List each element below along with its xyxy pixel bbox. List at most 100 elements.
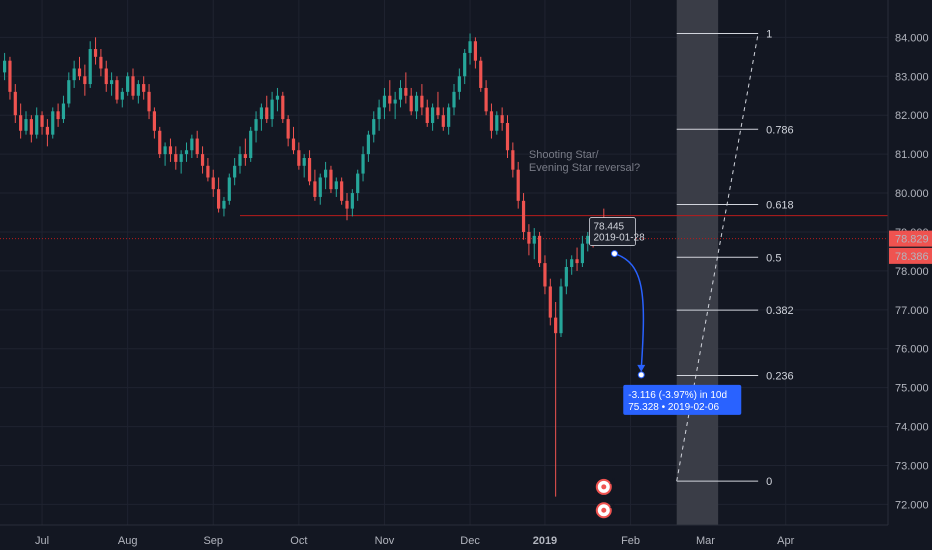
candle-body: [463, 52, 467, 77]
projection-start-point[interactable]: [611, 250, 618, 258]
price-tick-label: 73.000: [895, 461, 929, 473]
candle-body: [51, 111, 55, 135]
candle-body: [414, 95, 419, 112]
second-price-marker: [889, 247, 932, 264]
candle-body: [570, 259, 574, 267]
candle-body: [329, 169, 333, 190]
candle-body: [243, 154, 247, 159]
candle-body: [142, 84, 146, 92]
candle-body: [222, 200, 226, 209]
pattern-annotation[interactable]: Shooting Star/ Evening Star reversal?: [529, 149, 640, 174]
event-badge-dot: [601, 507, 607, 513]
candle-body: [554, 317, 558, 334]
candle-body: [29, 119, 33, 135]
event-badges[interactable]: 43: [595, 477, 616, 519]
time-tick-label: Mar: [696, 535, 715, 547]
candle-body: [93, 49, 98, 57]
candle-body: [120, 91, 124, 100]
candle-body: [99, 56, 103, 69]
candle-body: [88, 49, 92, 85]
fib-level-label: 0: [766, 476, 772, 488]
projection-arrowhead: [637, 364, 646, 372]
fib-retracement[interactable]: 1 0.786 0.618 0.5 0.382 0.236 0: [676, 0, 794, 525]
candle-body: [302, 158, 306, 166]
candle-body: [19, 115, 23, 131]
projection-start-price: 78.445: [594, 222, 625, 233]
time-tick-label: Dec: [460, 535, 480, 547]
candle-body: [24, 119, 28, 131]
candle-body: [521, 200, 526, 232]
candle-body: [307, 158, 312, 182]
candle-body: [227, 177, 231, 201]
candle-body: [211, 177, 215, 190]
candle-body: [163, 146, 167, 155]
candle-body: [382, 95, 387, 108]
candle-body: [372, 119, 376, 135]
candle-body: [532, 235, 536, 244]
candle-body: [431, 107, 435, 123]
candle-body: [361, 154, 365, 174]
candle-body: [366, 134, 370, 155]
price-tick-label: 76.000: [895, 344, 929, 356]
candle-body: [420, 95, 424, 108]
candle-body: [575, 259, 579, 264]
fib-level-label: 0.618: [766, 199, 794, 211]
resistance-level[interactable]: [0, 215, 888, 240]
candle-body: [377, 107, 381, 120]
candle-body: [291, 138, 296, 151]
candle-body: [67, 80, 71, 104]
second-price-label: 78.386: [895, 251, 929, 263]
projection-end-point[interactable]: [637, 371, 645, 379]
candle-body: [527, 231, 531, 244]
projection-start-date: 2019-01-28: [594, 233, 646, 244]
candle-body: [511, 150, 515, 170]
time-axis[interactable]: Jul Aug Sep Oct Nov Dec 2019 Feb Mar Apr: [0, 524, 888, 547]
candle-body: [104, 68, 108, 85]
price-tick-label: 78.000: [895, 266, 929, 278]
time-tick-label: Oct: [290, 535, 307, 547]
candle-body: [473, 41, 477, 61]
candle-body: [110, 80, 114, 85]
candle-body: [457, 76, 461, 92]
candle-body: [174, 154, 178, 162]
candle-body: [393, 99, 397, 104]
price-tick-label: 72.000: [895, 499, 929, 511]
projection-start-label: [589, 217, 636, 246]
candle-body: [495, 115, 499, 131]
price-tick-label: 84.000: [895, 32, 929, 44]
candle-body: [548, 286, 552, 318]
event-badge-count: 4: [610, 477, 616, 488]
candle-body: [206, 165, 210, 178]
price-tick-label: 77.000: [895, 305, 929, 317]
candle-body: [45, 126, 49, 135]
candle-body: [388, 95, 392, 104]
candle-body: [345, 200, 349, 209]
candle-body: [168, 146, 173, 155]
candle-body: [318, 177, 322, 197]
fib-level-label: 1: [766, 28, 772, 40]
candle-body: [126, 76, 130, 92]
candle-body: [152, 111, 156, 131]
candle-body: [281, 95, 285, 120]
candle-body: [559, 286, 563, 334]
event-badge-dot: [601, 484, 607, 490]
candle-body: [447, 107, 451, 127]
annotation-line-2: Evening Star reversal?: [529, 162, 640, 174]
time-tick-label: Aug: [118, 535, 138, 547]
price-axis[interactable]: 84.00083.00082.00081.00080.00079.00078.0…: [887, 0, 932, 550]
candle-body: [334, 181, 338, 190]
candle-body: [516, 169, 520, 201]
candle-body: [13, 91, 17, 116]
candle-body: [136, 84, 140, 96]
candle-body: [409, 95, 413, 112]
projection-curve: [614, 252, 645, 369]
time-tick-label: Nov: [375, 535, 395, 547]
candle-body: [195, 138, 199, 155]
candle-body: [61, 103, 66, 120]
candle-body: [538, 235, 542, 264]
candle-body: [190, 138, 194, 151]
candle-body: [184, 150, 189, 155]
candle-body: [340, 181, 344, 201]
